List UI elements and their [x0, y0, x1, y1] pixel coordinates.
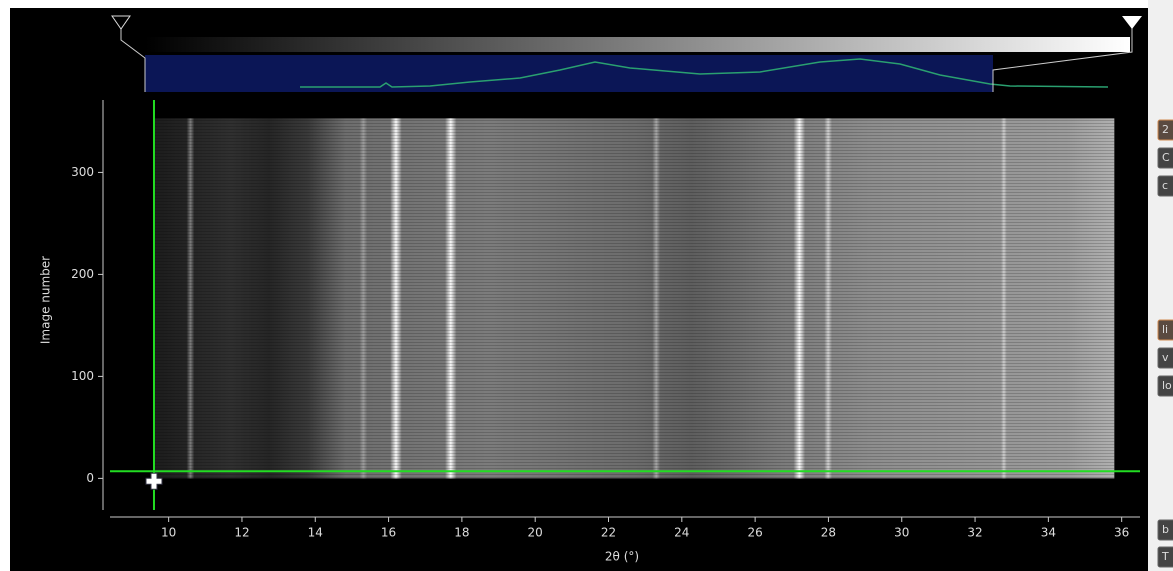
- side-button[interactable]: [1157, 375, 1173, 397]
- side-button[interactable]: [1157, 119, 1173, 141]
- y-tick-label: 300: [71, 165, 94, 179]
- x-axis-label: 2θ (°): [605, 550, 639, 564]
- image-rows: [153, 118, 1115, 479]
- side-panel: [1148, 0, 1173, 571]
- side-button[interactable]: [1157, 519, 1173, 541]
- x-tick-label: 20: [528, 526, 543, 540]
- lut-bar: [145, 37, 1130, 52]
- side-button-label: C: [1162, 151, 1170, 164]
- x-tick-label: 14: [308, 526, 323, 540]
- histogram-curve: [300, 58, 1109, 88]
- x-tick-label: 22: [601, 526, 616, 540]
- side-button-label: 2: [1162, 123, 1169, 136]
- x-tick-label: 26: [747, 526, 762, 540]
- histogram-region[interactable]: [145, 55, 993, 92]
- x-tick-label: 36: [1114, 526, 1129, 540]
- y-tick-label: 200: [71, 267, 94, 281]
- y-tick-label: 0: [86, 471, 94, 485]
- x-tick-label: 24: [674, 526, 689, 540]
- x-tick-label: 32: [967, 526, 982, 540]
- side-button[interactable]: [1157, 319, 1173, 341]
- side-button-label: lo: [1162, 379, 1172, 392]
- x-tick-label: 10: [161, 526, 176, 540]
- side-button[interactable]: [1157, 347, 1173, 369]
- side-button-label: li: [1162, 323, 1168, 336]
- lut-max-handle[interactable]: [1122, 16, 1142, 29]
- x-tick-label: 12: [234, 526, 249, 540]
- side-button-label: c: [1162, 179, 1168, 192]
- side-button[interactable]: [1157, 175, 1173, 197]
- x-tick-label: 18: [454, 526, 469, 540]
- y-axis-label: Image number: [39, 256, 53, 344]
- side-button[interactable]: [1157, 147, 1173, 169]
- cursor: [145, 472, 163, 490]
- x-tick-label: 34: [1041, 526, 1056, 540]
- lut-min-handle[interactable]: [111, 15, 131, 30]
- x-tick-label: 28: [821, 526, 836, 540]
- lut-connector: [120, 28, 1133, 92]
- side-button[interactable]: [1157, 546, 1173, 568]
- side-button-label: T: [1161, 550, 1169, 563]
- side-button-label: v: [1162, 351, 1169, 364]
- x-tick-label: 30: [894, 526, 909, 540]
- side-button-label: b: [1162, 523, 1169, 536]
- x-tick-label: 16: [381, 526, 396, 540]
- y-tick-label: 100: [71, 369, 94, 383]
